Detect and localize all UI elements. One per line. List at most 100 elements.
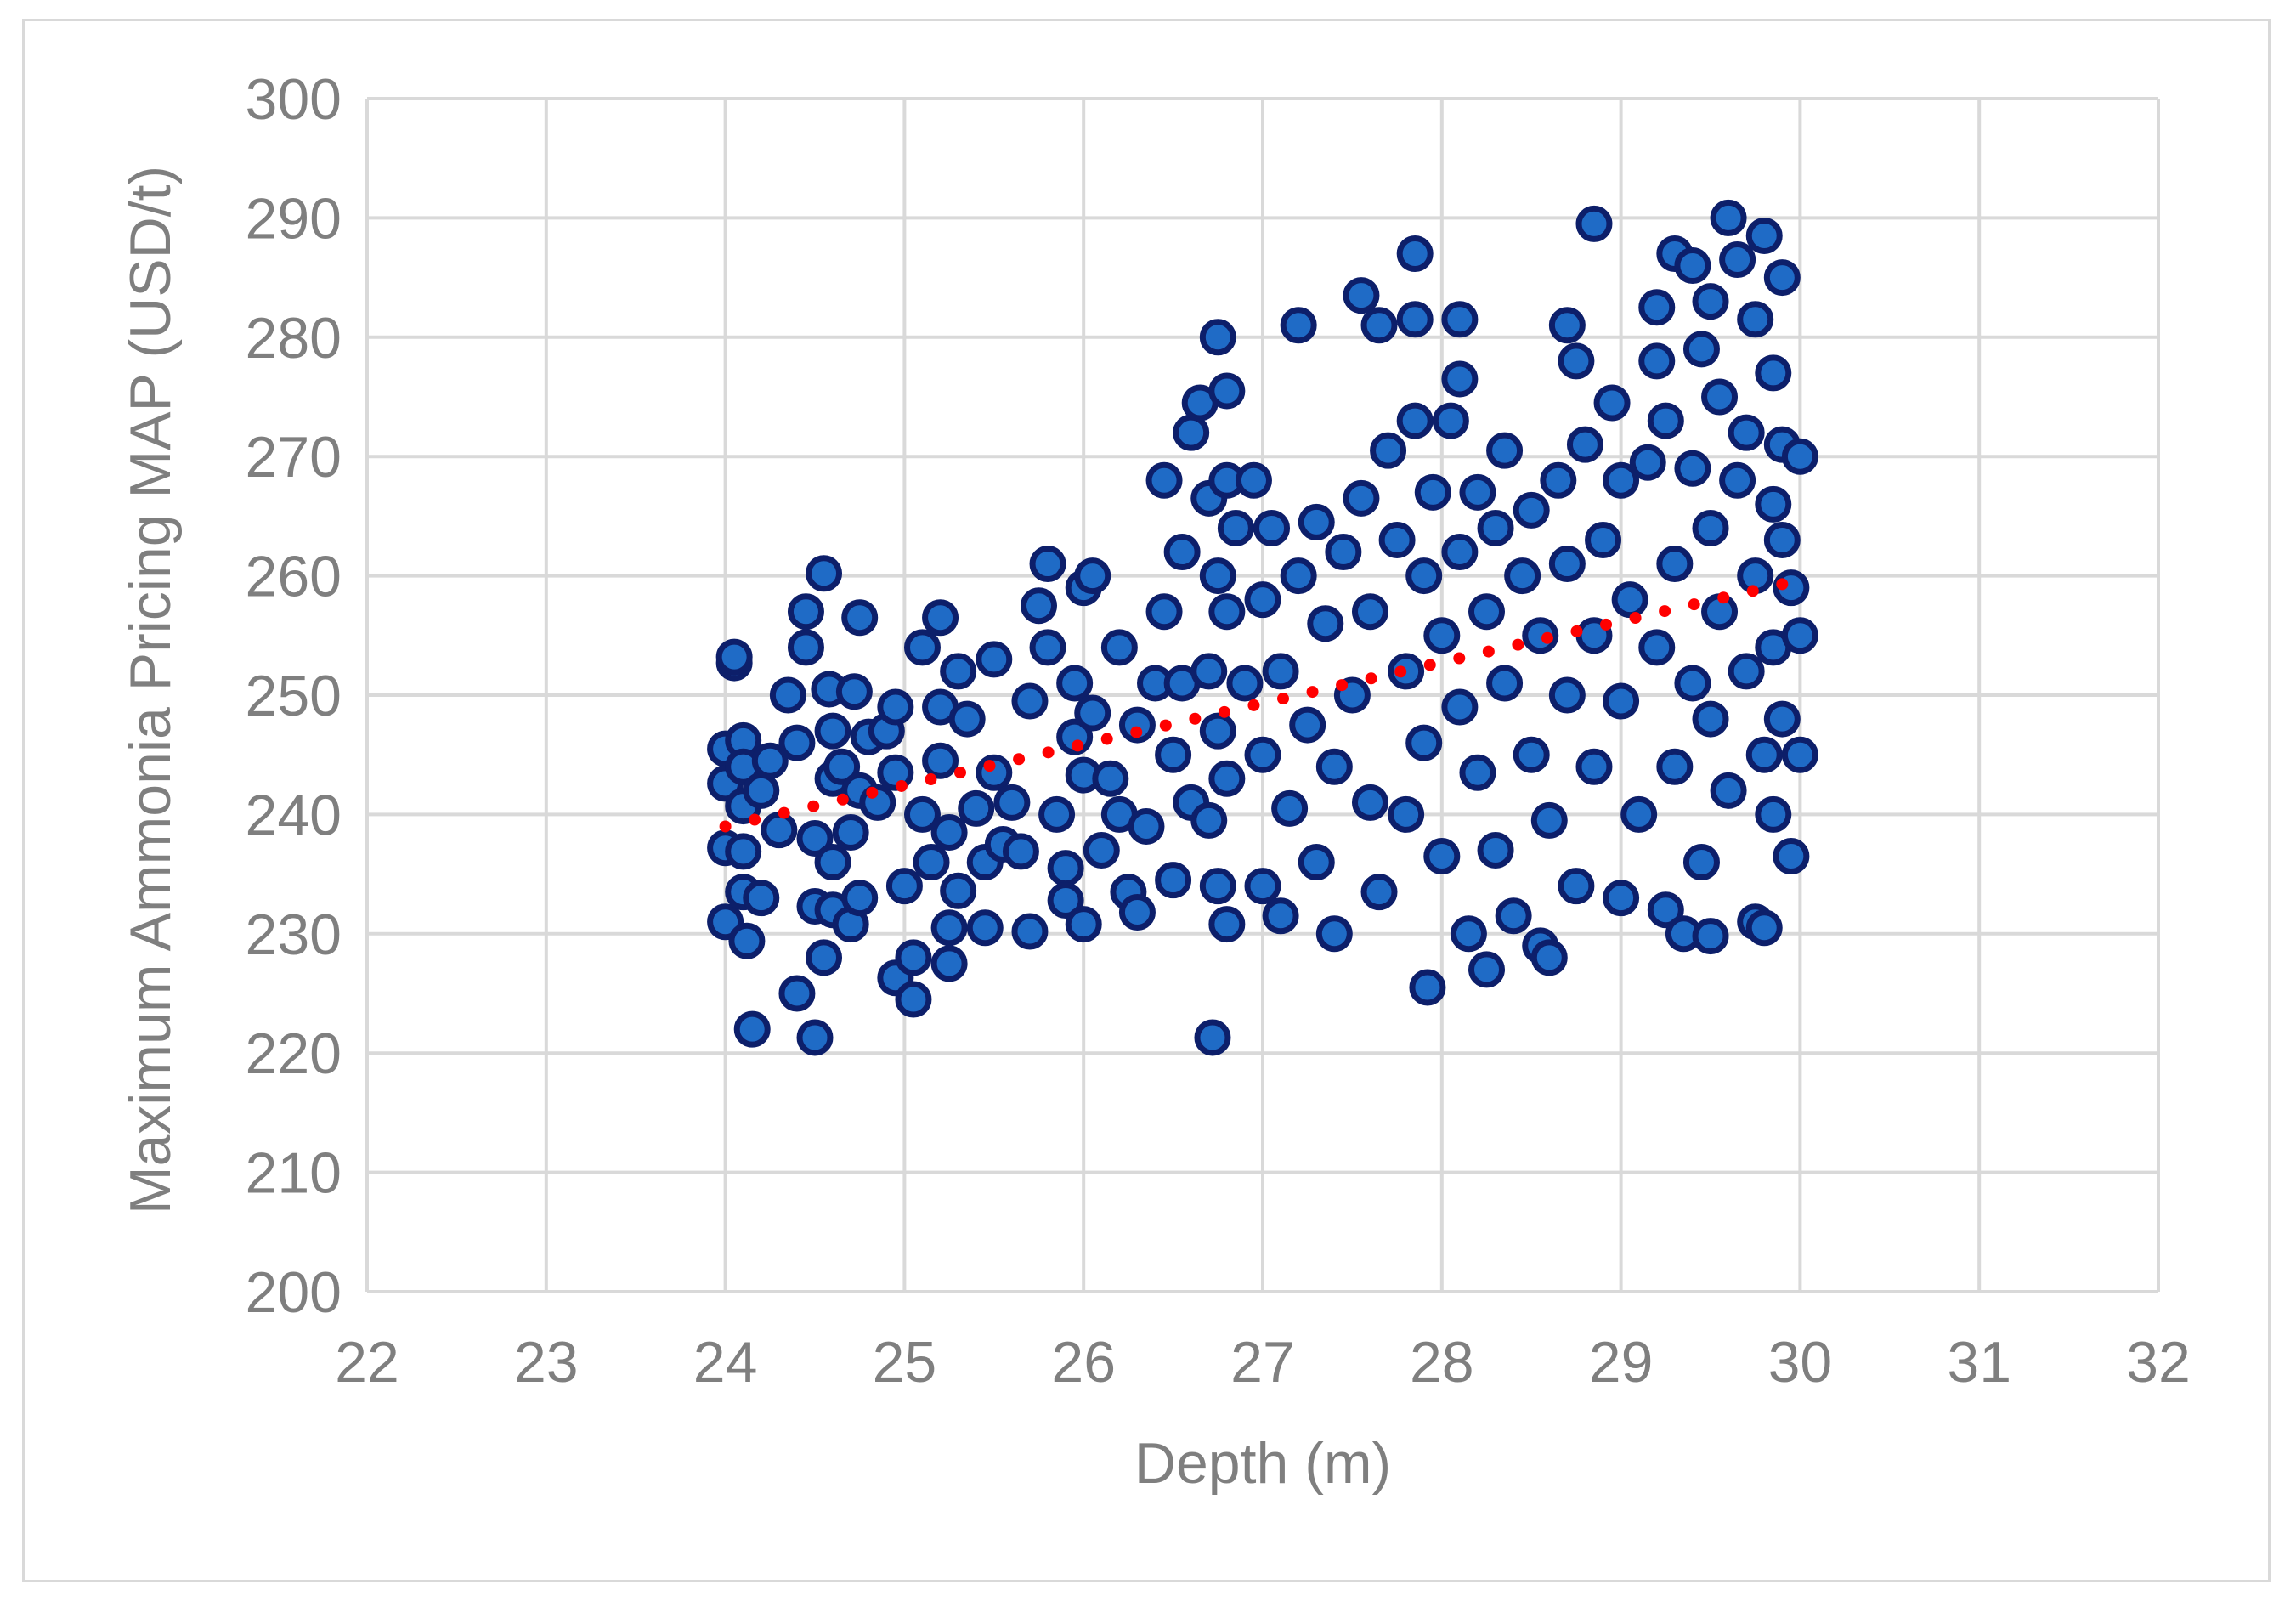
data-point	[1065, 906, 1102, 943]
data-point	[1155, 736, 1192, 773]
data-point	[903, 795, 941, 833]
data-point	[1235, 461, 1272, 499]
data-point	[814, 844, 851, 881]
data-point	[1038, 795, 1076, 833]
data-point	[787, 593, 824, 631]
data-point	[1190, 801, 1228, 839]
data-point	[1414, 473, 1451, 511]
trendline-dot	[866, 786, 879, 799]
data-point	[832, 813, 869, 851]
data-point	[1441, 534, 1479, 571]
trendline-dot	[953, 767, 966, 779]
data-point	[823, 748, 861, 785]
chart-frame	[22, 19, 2271, 1582]
data-point	[1378, 521, 1416, 558]
data-point	[1280, 307, 1317, 344]
data-point	[1092, 760, 1129, 797]
y-tick-label: 280	[246, 306, 342, 371]
data-point	[895, 939, 932, 976]
data-point	[1262, 653, 1299, 690]
data-point	[743, 772, 780, 809]
x-axis-title: Depth (m)	[1134, 1431, 1391, 1496]
data-point	[1692, 509, 1729, 546]
data-point	[806, 939, 843, 976]
data-point	[1593, 384, 1631, 422]
data-point	[1370, 432, 1407, 469]
data-point	[1002, 833, 1039, 870]
data-point	[769, 676, 806, 714]
data-point	[877, 688, 914, 726]
x-axis-ticks: 22 23 24 25 26 27 28 29 30 31 32	[335, 1330, 2191, 1395]
data-point	[1145, 593, 1183, 631]
data-point	[751, 742, 789, 779]
x-tick-label: 30	[1768, 1330, 1833, 1395]
data-point	[1047, 881, 1084, 919]
trendline-dot	[1453, 652, 1466, 665]
data-point	[1128, 807, 1165, 845]
data-point	[1199, 319, 1236, 356]
trendline-dot	[1218, 705, 1230, 718]
data-point	[1315, 915, 1353, 953]
y-axis-title: Maximum Ammonia Pricing MAP (USD/t)	[118, 166, 183, 1214]
trendline-dot	[1247, 699, 1260, 711]
data-point	[1755, 354, 1792, 392]
x-tick-label: 31	[1947, 1330, 2011, 1395]
data-point	[1307, 605, 1344, 642]
data-point	[1781, 438, 1818, 475]
x-tick-label: 29	[1589, 1330, 1654, 1395]
data-point	[1540, 461, 1577, 499]
trendline-dot	[778, 806, 790, 819]
data-point	[1047, 850, 1084, 887]
y-tick-label: 200	[246, 1260, 342, 1325]
data-point	[1638, 342, 1676, 380]
data-point	[940, 653, 977, 690]
data-point	[1100, 629, 1138, 666]
trendline-dot	[895, 779, 908, 792]
trendline-dot	[1688, 598, 1700, 611]
data-point	[1719, 461, 1756, 499]
data-point	[1351, 593, 1388, 631]
data-point	[1423, 838, 1461, 875]
data-point	[1638, 289, 1676, 326]
data-point	[835, 673, 873, 710]
data-point	[778, 724, 816, 761]
data-point	[1409, 969, 1446, 1006]
data-point	[1244, 581, 1281, 619]
data-point	[930, 813, 968, 851]
data-point	[1755, 795, 1792, 833]
x-tick-label: 28	[1410, 1330, 1474, 1395]
x-tick-label: 27	[1230, 1330, 1295, 1395]
data-point	[1548, 546, 1586, 583]
data-point	[903, 629, 941, 666]
data-point	[1208, 760, 1246, 797]
data-point	[1405, 724, 1443, 761]
data-point	[1745, 736, 1783, 773]
data-point	[1603, 880, 1640, 917]
y-tick-label: 210	[246, 1141, 342, 1206]
data-point	[1011, 682, 1049, 720]
data-point	[1396, 301, 1434, 338]
data-point	[1021, 587, 1057, 625]
data-point	[1692, 700, 1729, 738]
data-points	[707, 199, 1818, 1056]
data-point	[1163, 534, 1201, 571]
x-tick-label: 23	[514, 1330, 579, 1395]
data-point	[1763, 700, 1801, 738]
data-point	[1118, 894, 1156, 931]
trendline-dot	[1042, 746, 1055, 759]
x-tick-label: 22	[335, 1330, 399, 1395]
data-point	[1603, 461, 1640, 499]
data-point	[1530, 801, 1568, 839]
data-point	[1566, 426, 1603, 463]
data-point	[725, 833, 762, 870]
data-point	[1575, 748, 1613, 785]
data-point	[1459, 754, 1496, 791]
data-point	[930, 909, 968, 947]
data-point	[1773, 838, 1810, 875]
trendline-dot	[1746, 585, 1759, 597]
data-point	[1056, 665, 1094, 702]
data-point	[1360, 307, 1398, 344]
data-point	[958, 789, 995, 827]
data-point	[1396, 235, 1434, 273]
data-point	[1710, 199, 1747, 236]
